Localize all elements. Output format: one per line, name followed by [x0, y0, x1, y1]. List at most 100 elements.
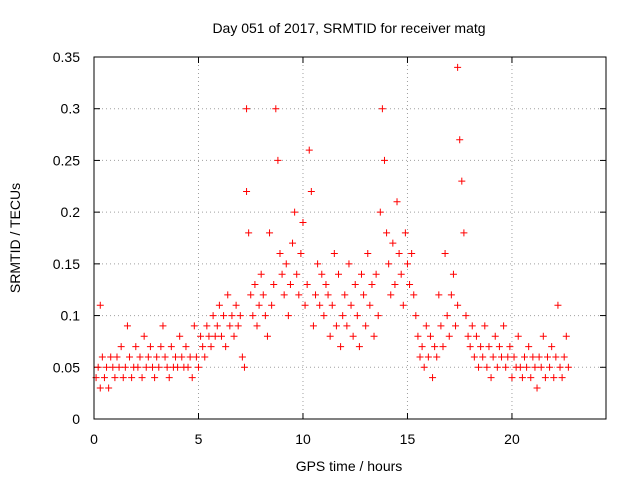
data-point	[531, 363, 539, 371]
data-point	[516, 363, 524, 371]
data-point	[98, 353, 106, 361]
data-point	[393, 198, 401, 206]
data-point	[176, 332, 184, 340]
data-point	[481, 322, 489, 330]
data-point	[228, 312, 236, 320]
y-tick-label: 0.3	[61, 101, 81, 117]
data-point	[475, 363, 483, 371]
data-point	[94, 363, 102, 371]
data-point	[111, 374, 119, 382]
data-point	[429, 374, 437, 382]
data-point	[523, 363, 531, 371]
data-point	[201, 353, 209, 361]
data-point	[454, 63, 462, 71]
data-point	[443, 312, 451, 320]
data-point	[291, 208, 299, 216]
data-point	[351, 281, 359, 289]
data-point	[243, 187, 251, 195]
data-point	[537, 363, 545, 371]
y-tick-label: 0.05	[53, 359, 80, 375]
data-point	[339, 312, 347, 320]
data-point	[328, 301, 336, 309]
data-point	[470, 353, 478, 361]
data-point	[132, 343, 140, 351]
data-point	[270, 281, 278, 289]
data-points	[92, 63, 572, 392]
data-point	[520, 353, 528, 361]
data-point	[184, 363, 192, 371]
data-point	[362, 322, 370, 330]
data-point	[103, 363, 111, 371]
data-point	[153, 353, 161, 361]
data-point	[424, 353, 432, 361]
x-axis-label: GPS time / hours	[296, 458, 403, 474]
data-point	[140, 332, 148, 340]
data-point	[370, 332, 378, 340]
data-point	[217, 332, 225, 340]
data-point	[107, 353, 115, 361]
data-point	[414, 332, 422, 340]
data-point	[548, 343, 556, 351]
data-point	[500, 322, 508, 330]
data-point	[157, 343, 165, 351]
data-point	[301, 301, 309, 309]
data-point	[320, 312, 328, 320]
data-point	[194, 363, 202, 371]
data-point	[395, 250, 403, 258]
data-point	[518, 374, 526, 382]
data-point	[236, 312, 244, 320]
data-point	[403, 260, 411, 268]
data-point	[144, 353, 152, 361]
data-point	[282, 260, 290, 268]
data-point	[399, 301, 407, 309]
data-point	[316, 301, 324, 309]
data-point	[197, 332, 205, 340]
plot-frame	[93, 56, 607, 420]
data-point	[100, 374, 108, 382]
data-point	[230, 332, 238, 340]
data-point	[380, 156, 388, 164]
data-point	[462, 312, 470, 320]
data-point	[163, 363, 171, 371]
data-point	[368, 281, 376, 289]
data-point	[297, 250, 305, 258]
data-point	[238, 353, 246, 361]
data-point	[477, 343, 485, 351]
data-point	[387, 291, 395, 299]
data-point	[113, 353, 121, 361]
x-tick-label: 15	[400, 431, 416, 447]
data-point	[468, 322, 476, 330]
data-point	[213, 322, 221, 330]
data-point	[295, 291, 303, 299]
data-point	[472, 332, 480, 340]
data-point	[378, 105, 386, 113]
data-point	[261, 312, 269, 320]
data-point	[305, 146, 313, 154]
data-point	[243, 105, 251, 113]
data-point	[312, 291, 320, 299]
data-point	[174, 363, 182, 371]
data-point	[479, 353, 487, 361]
data-point	[167, 343, 175, 351]
data-point	[541, 374, 549, 382]
data-point	[211, 332, 219, 340]
data-point	[142, 363, 150, 371]
data-point	[151, 374, 159, 382]
data-point	[357, 270, 365, 278]
data-point	[266, 229, 274, 237]
data-point	[385, 260, 393, 268]
data-point	[347, 301, 355, 309]
data-point	[487, 374, 495, 382]
data-point	[188, 374, 196, 382]
data-point	[408, 250, 416, 258]
data-point	[560, 353, 568, 361]
data-point	[376, 208, 384, 216]
data-point	[437, 322, 445, 330]
data-point	[121, 363, 129, 371]
data-point	[364, 250, 372, 258]
data-point	[447, 291, 455, 299]
data-point	[138, 374, 146, 382]
data-point	[460, 229, 468, 237]
data-point	[508, 374, 516, 382]
